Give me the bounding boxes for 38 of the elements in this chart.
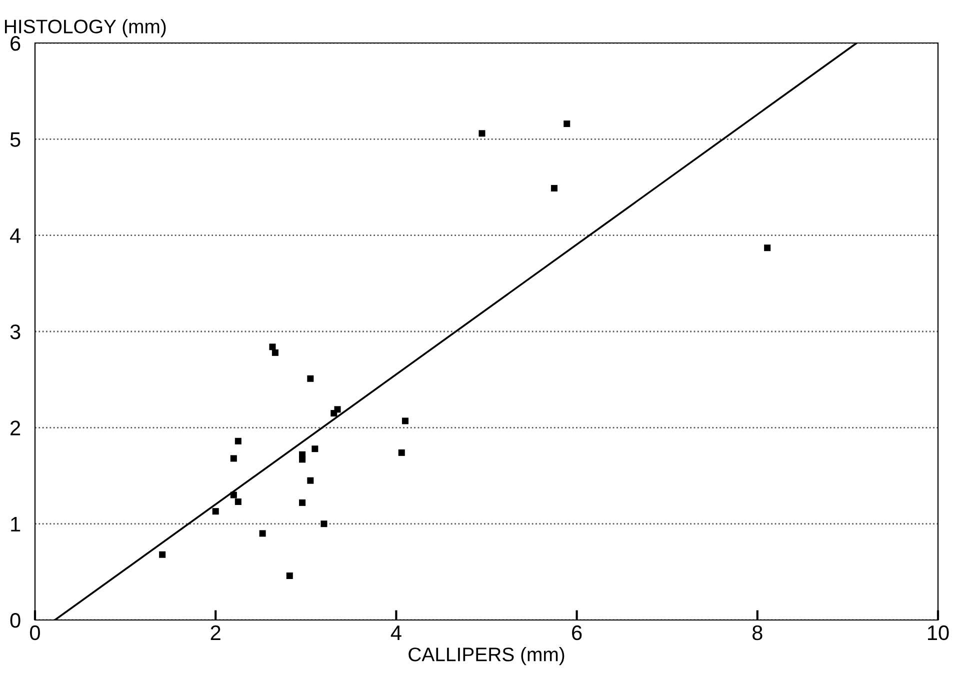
point bbox=[234, 438, 242, 444]
point bbox=[272, 349, 278, 356]
point bbox=[307, 375, 314, 382]
point bbox=[320, 520, 328, 528]
y-tick-label: 0 bbox=[10, 613, 20, 628]
x-tick-label: 8 bbox=[752, 625, 762, 640]
point bbox=[234, 498, 242, 505]
point bbox=[212, 508, 219, 515]
point bbox=[478, 130, 486, 137]
point bbox=[269, 344, 276, 350]
x-axis-title: CALLIPERS (mm) bbox=[408, 647, 564, 666]
x-tick-label: 4 bbox=[390, 626, 402, 640]
point bbox=[312, 446, 318, 452]
point bbox=[299, 456, 306, 463]
point bbox=[402, 418, 408, 424]
point bbox=[286, 572, 293, 580]
point bbox=[259, 530, 266, 537]
y-tick-label: 5 bbox=[10, 132, 20, 147]
y-tick-label: 1 bbox=[11, 517, 20, 532]
point bbox=[764, 244, 771, 252]
x-tick-label: 0 bbox=[30, 625, 40, 640]
point bbox=[398, 449, 405, 456]
point bbox=[550, 184, 558, 192]
y-tick-label: 2 bbox=[10, 420, 20, 436]
point bbox=[230, 455, 237, 462]
point bbox=[230, 492, 237, 498]
point bbox=[564, 120, 570, 128]
y-tick-label: 6 bbox=[10, 36, 20, 51]
x-tick-label: 2 bbox=[210, 625, 220, 640]
x-tick-label: 10 bbox=[928, 625, 949, 640]
point bbox=[307, 477, 314, 484]
point bbox=[299, 499, 306, 506]
y-axis-title: HISTOLOGY (mm) bbox=[4, 19, 166, 38]
y-tick-label: 4 bbox=[10, 228, 20, 243]
point bbox=[334, 406, 341, 413]
x-tick-label: 6 bbox=[572, 625, 582, 640]
y-tick-label: 3 bbox=[10, 324, 20, 340]
point bbox=[159, 551, 166, 558]
